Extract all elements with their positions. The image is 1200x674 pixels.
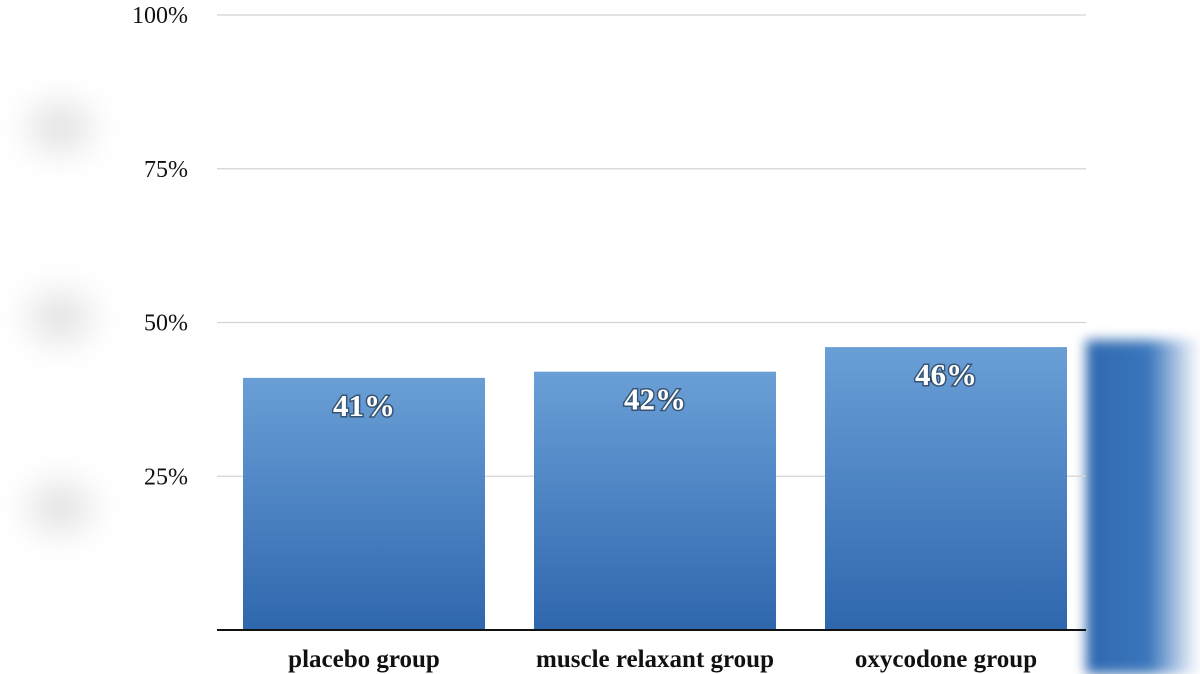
- y-axis-tick-labels: 25% 50% 75% 100%: [132, 3, 188, 490]
- blurred-right-panel: [1086, 0, 1200, 674]
- blurred-partial-bar: [1086, 340, 1200, 674]
- y-tick-label: 25%: [144, 464, 188, 490]
- bar-placebo-group: [243, 377, 485, 630]
- bars: [243, 347, 1067, 630]
- bar-value-labels: 41% 42% 46%: [332, 356, 979, 425]
- bar-muscle-relaxant-group: [534, 371, 776, 630]
- y-tick-label: 100%: [132, 3, 188, 29]
- bar-oxycodone-group: [825, 347, 1067, 630]
- bar-value-label: 42%: [624, 382, 686, 417]
- blurred-decoration-1: [30, 105, 90, 150]
- x-axis-category-labels: placebo group muscle relaxant group oxycod…: [288, 646, 1037, 673]
- x-category-label: oxycodone group: [855, 646, 1037, 673]
- x-category-label: placebo group: [288, 646, 440, 673]
- x-category-label: muscle relaxant group: [536, 646, 774, 673]
- blurred-decoration-2: [30, 295, 90, 340]
- y-tick-label: 50%: [144, 311, 188, 337]
- bar-value-label: 41%: [333, 388, 395, 423]
- y-tick-label: 75%: [144, 157, 188, 183]
- blurred-decoration-3: [30, 485, 90, 530]
- bar-value-label: 46%: [915, 357, 977, 392]
- bar-chart: 25% 50% 75% 100% 41% 42% 46% placebo group mus…: [132, 3, 1086, 673]
